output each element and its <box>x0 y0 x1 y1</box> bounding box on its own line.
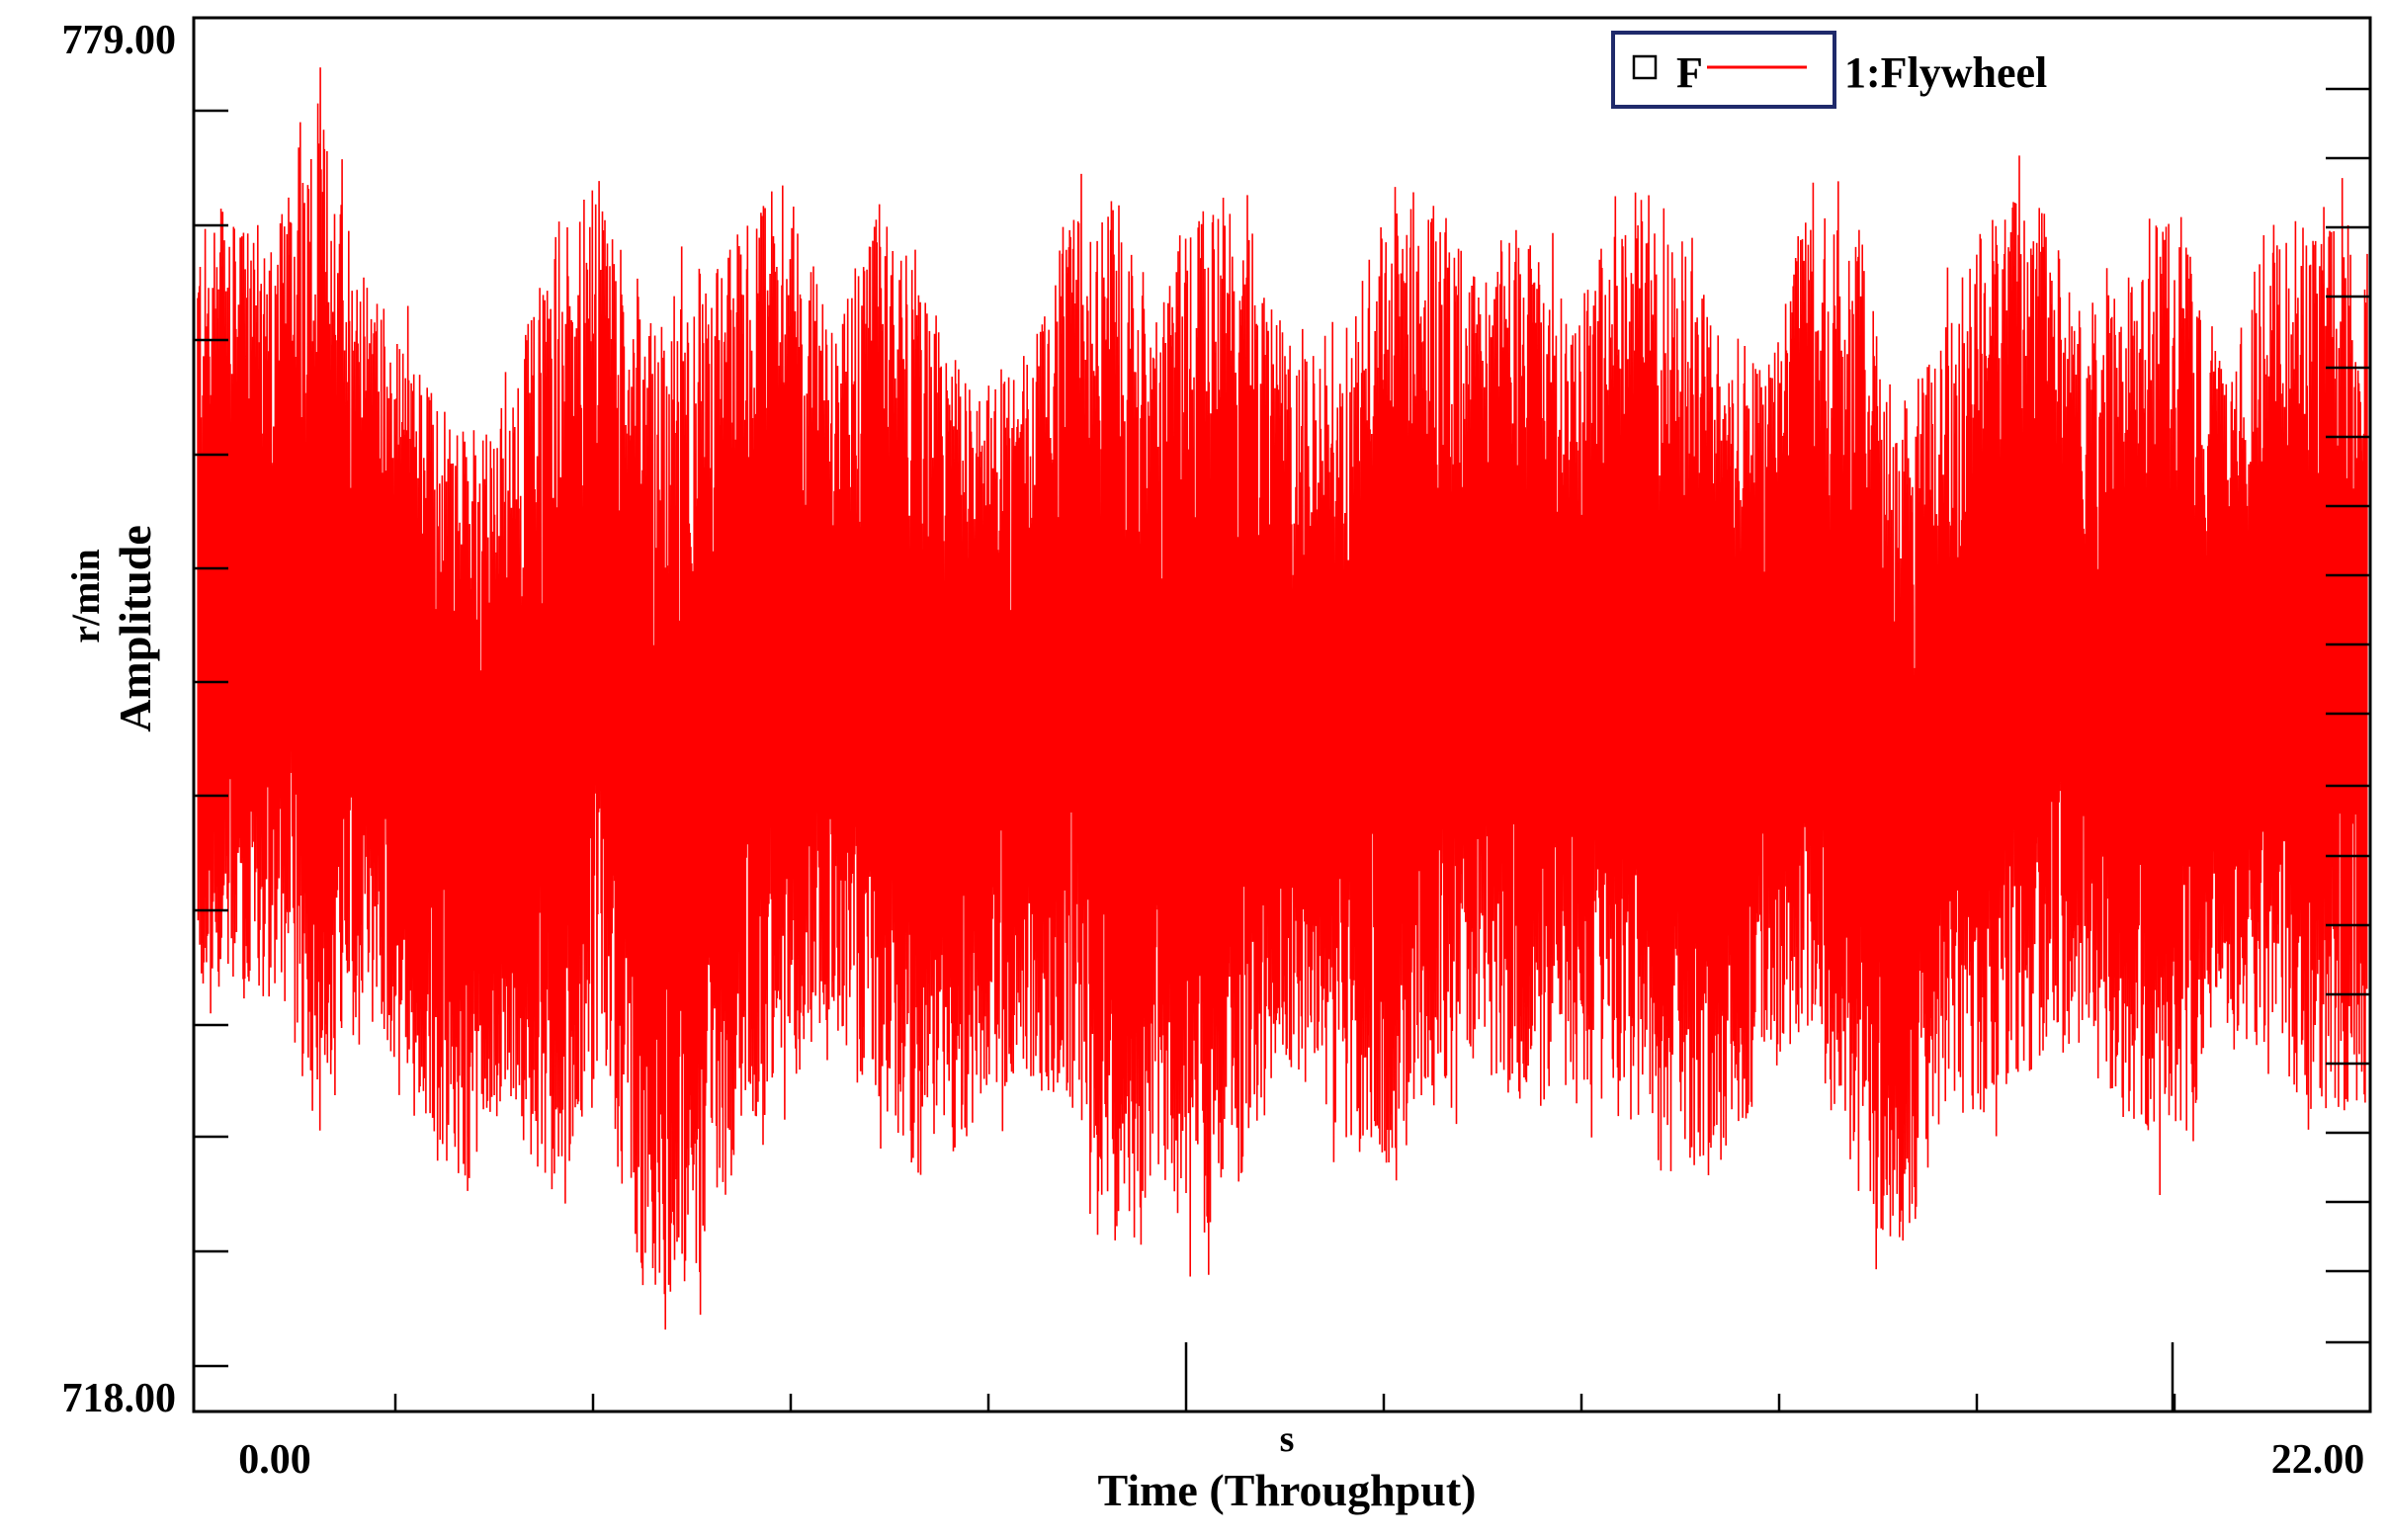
x-axis-unit: s <box>1280 1418 1295 1460</box>
legend-prefix: F <box>1676 48 1703 97</box>
y-axis-label: Amplitude <box>110 525 160 732</box>
legend: F 1:Flywheel <box>1611 31 2047 109</box>
x-tick-label-max: 22.00 <box>2271 1437 2365 1483</box>
x-axis-label: Time (Throughput) <box>1097 1465 1476 1515</box>
legend-marker-square <box>1632 54 1658 80</box>
y-tick-label-max: 779.00 <box>62 18 177 63</box>
x-tick-label-min: 0.00 <box>238 1437 311 1483</box>
y-axis-unit: r/min <box>63 549 108 643</box>
y-tick-label-min: 718.00 <box>62 1376 177 1421</box>
legend-entry-flywheel: 1:Flywheel <box>1844 48 2047 97</box>
series-line-flywheel <box>197 67 2368 1330</box>
legend-box <box>1611 31 1836 109</box>
series-flywheel <box>197 67 2368 1330</box>
axis-ticks <box>194 87 2370 1412</box>
